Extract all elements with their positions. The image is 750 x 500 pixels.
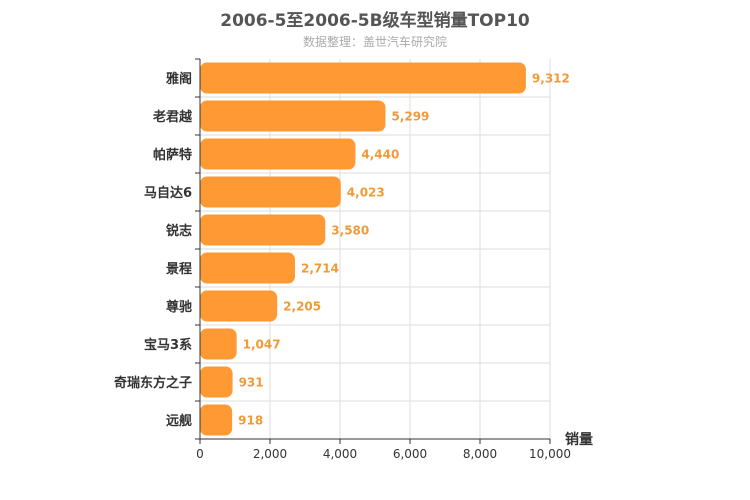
bar (200, 366, 233, 398)
category-label: 马自达6 (144, 185, 192, 201)
bar (200, 100, 386, 132)
category-label: 宝马3系 (144, 337, 192, 353)
bar (200, 62, 526, 94)
axes (195, 58, 551, 444)
bar (200, 176, 341, 208)
category-label: 奇瑞东方之子 (114, 375, 192, 391)
category-label: 景程 (166, 262, 192, 277)
category-label: 尊驰 (166, 299, 192, 315)
data-label: 2,205 (283, 300, 321, 314)
chart-title: 2006-5至2006-5B级车型销量TOP10 (220, 11, 530, 31)
bar (200, 328, 237, 360)
category-label: 雅阁 (166, 71, 192, 87)
category-label: 远舰 (166, 413, 192, 429)
x-axis-title: 销量 (565, 431, 593, 448)
x-tick-label: 6,000 (393, 447, 427, 461)
x-tick-label: 8,000 (463, 447, 497, 461)
category-label: 老君越 (152, 109, 193, 125)
data-label: 4,023 (347, 186, 385, 200)
category-label: 帕萨特 (153, 147, 192, 163)
bar (200, 290, 278, 322)
labels: 9,312 雅阁 5,299 老君越 4,440 帕萨特 4,023 马自达6 3,580 锐志 2… (114, 71, 593, 461)
data-label: 931 (239, 376, 264, 390)
x-tick-label: 4,000 (323, 447, 357, 461)
bar (200, 404, 233, 436)
category-label: 锐志 (166, 223, 192, 239)
data-label: 5,299 (391, 110, 429, 124)
bar (200, 252, 295, 284)
data-label: 918 (238, 414, 263, 428)
grid-lines (200, 59, 551, 439)
data-label: 2,714 (301, 262, 339, 276)
data-label: 3,580 (331, 224, 369, 238)
bar (200, 138, 356, 170)
bar (200, 214, 326, 246)
data-label: 9,312 (532, 72, 570, 86)
data-label: 4,440 (361, 148, 399, 162)
chart-subtitle: 数据整理：盖世汽车研究院 (302, 35, 447, 49)
x-tick-label: 2,000 (253, 447, 287, 461)
data-label: 1,047 (243, 338, 281, 352)
bars (200, 62, 526, 436)
x-tick-label: 0 (196, 447, 204, 461)
x-tick-label: 10,000 (529, 447, 571, 461)
